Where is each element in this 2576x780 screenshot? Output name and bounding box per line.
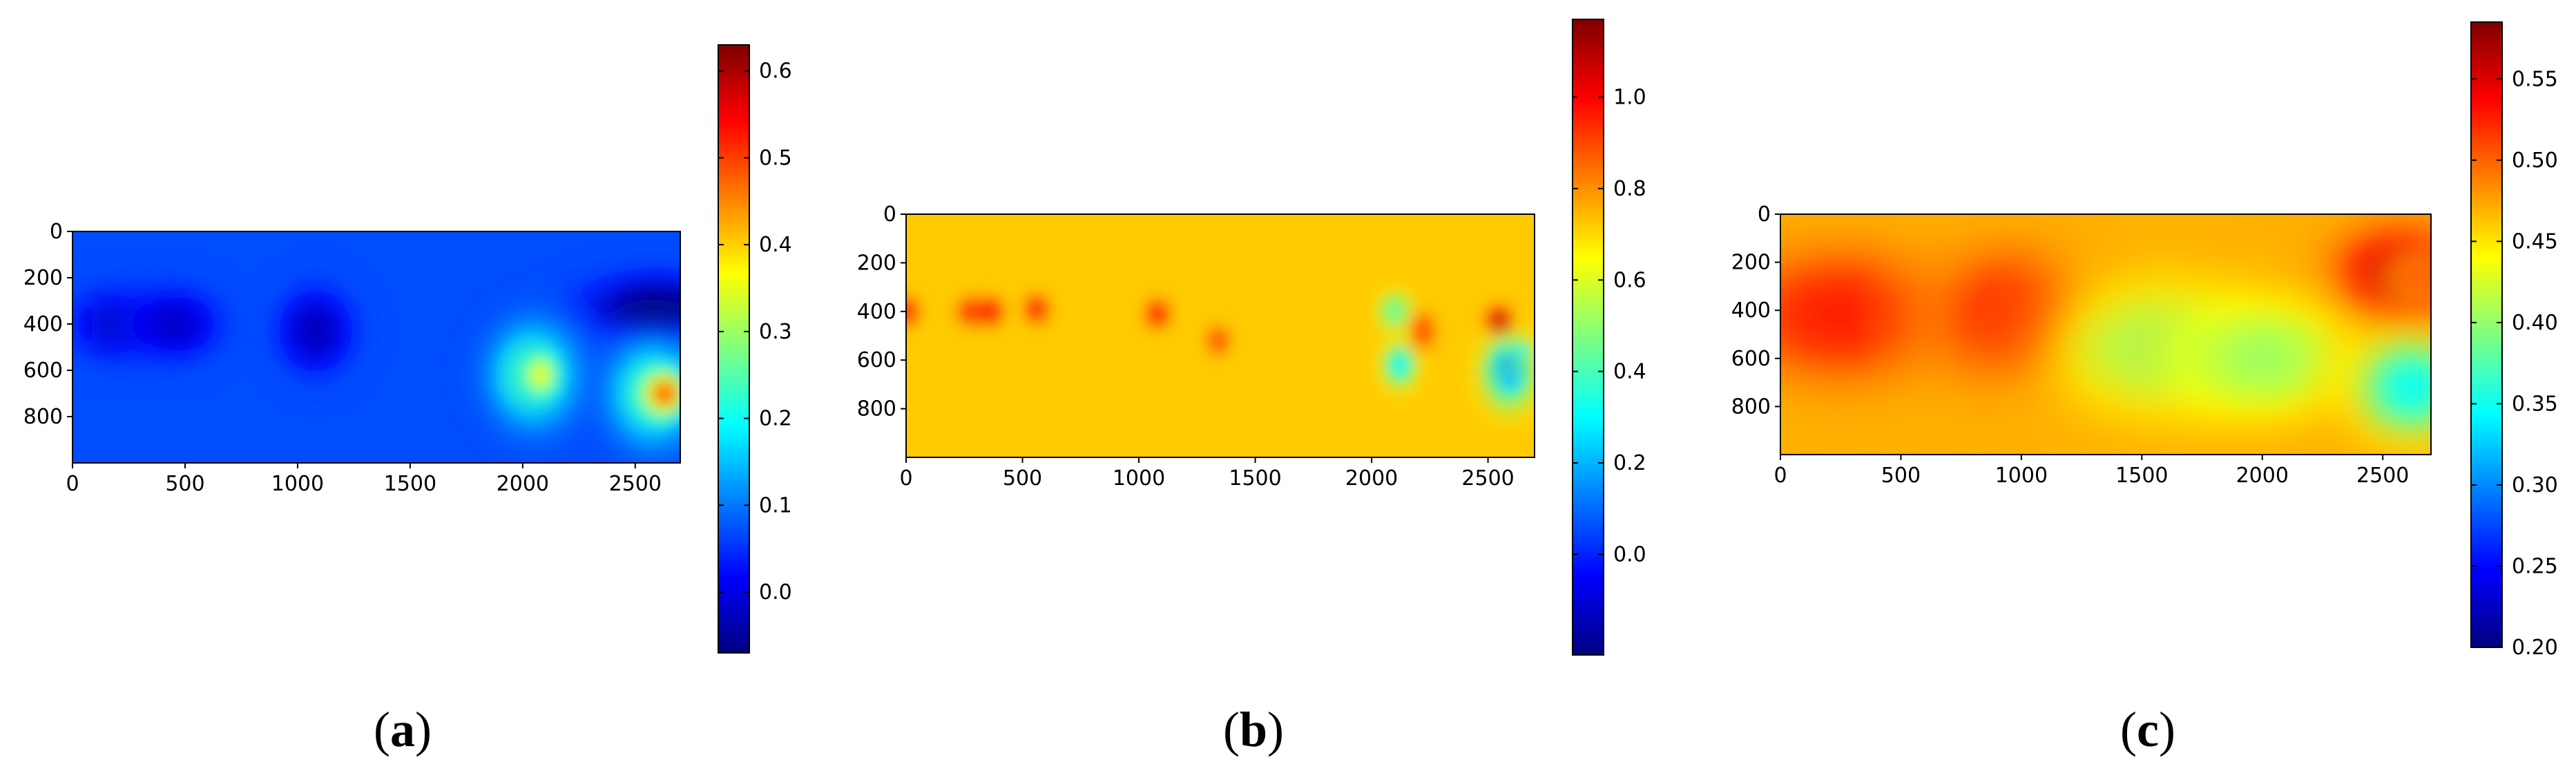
y-tick-label: 600 bbox=[1731, 347, 1771, 371]
colorbar-tick-label: 0.8 bbox=[1613, 177, 1646, 201]
x-tick-label: 1500 bbox=[384, 472, 436, 496]
colorbar-c bbox=[2470, 21, 2503, 648]
x-tick-label: 2000 bbox=[2236, 464, 2289, 488]
colorbar-ticks-a: 0.0 0.1 0.2 0.3 0.4 0.5 0.6 bbox=[718, 59, 792, 605]
heatmap-feature bbox=[1014, 283, 1059, 336]
colorbar-tick-label: 0.45 bbox=[2512, 229, 2558, 254]
y-tick-label: 600 bbox=[857, 348, 896, 372]
caption-letter: a bbox=[390, 702, 415, 757]
heatmap-feature bbox=[906, 285, 929, 338]
heatmap-feature bbox=[87, 257, 260, 391]
y-tick-label: 200 bbox=[23, 266, 63, 290]
x-tick-label: 2000 bbox=[1345, 466, 1398, 491]
colorbar-tick-label: 0.4 bbox=[1613, 360, 1646, 384]
colorbar-tick-label: 0.40 bbox=[2512, 311, 2558, 335]
colorbar-tick-label: 0.3 bbox=[759, 320, 792, 344]
x-tick-label: 500 bbox=[1881, 464, 1921, 488]
y-tick-label: 400 bbox=[857, 300, 896, 324]
colorbar-tick-label: 0.50 bbox=[2512, 149, 2558, 173]
x-tick-label: 1000 bbox=[1113, 466, 1165, 491]
colorbar-tick-label: 0.25 bbox=[2512, 554, 2558, 578]
panel-b: 0 500 1000 1500 2000 2500 0 200 400 600 800 0.0 0.2… bbox=[857, 19, 1646, 757]
axis-ticks-b: 0 500 1000 1500 2000 2500 0 200 400 600 800 bbox=[857, 202, 1515, 491]
caption-open-paren: ( bbox=[374, 702, 390, 757]
y-tick-label: 600 bbox=[23, 359, 63, 383]
y-tick-label: 400 bbox=[23, 312, 63, 336]
panel-a: 0 500 1000 1500 2000 2500 0 200 400 600 800 0.0 0.1… bbox=[23, 44, 792, 757]
y-tick-label: 0 bbox=[1758, 202, 1771, 227]
colorbar-tick-label: 0.4 bbox=[759, 233, 792, 257]
panel-caption-a: (a) bbox=[374, 702, 432, 757]
colorbar-tick-label: 1.0 bbox=[1613, 86, 1646, 110]
y-tick-label: 800 bbox=[23, 405, 63, 429]
heatmap-feature bbox=[245, 253, 386, 409]
colorbar-b bbox=[1572, 19, 1604, 656]
x-tick-label: 500 bbox=[1003, 466, 1042, 491]
heatmap-feature bbox=[1400, 296, 1445, 366]
y-tick-label: 400 bbox=[1731, 298, 1771, 323]
colorbar-ticks-b: 0.0 0.2 0.4 0.6 0.8 1.0 bbox=[1573, 86, 1646, 567]
colorbar-tick-label: 0.6 bbox=[759, 59, 792, 84]
heatmap-a bbox=[73, 231, 680, 463]
y-tick-label: 0 bbox=[50, 220, 63, 244]
x-tick-label: 2500 bbox=[2356, 464, 2409, 488]
caption-close-paren: ) bbox=[415, 702, 432, 757]
colorbar-tick-label: 0.30 bbox=[2512, 473, 2558, 497]
plot-frame-a bbox=[72, 231, 681, 464]
colorbar-a bbox=[718, 44, 750, 654]
caption-close-paren: ) bbox=[1267, 702, 1284, 757]
y-tick-label: 800 bbox=[857, 397, 896, 421]
colorbar-tick-label: 0.2 bbox=[759, 407, 792, 431]
heatmap-feature bbox=[964, 285, 1015, 338]
colorbar-tick-label: 0.5 bbox=[759, 146, 792, 170]
colorbar-tick-label: 0.6 bbox=[1613, 268, 1646, 292]
x-tick-label: 0 bbox=[899, 466, 912, 491]
caption-open-paren: ( bbox=[2120, 702, 2137, 757]
colorbar-ticks-c: 0.20 0.25 0.30 0.35 0.40 0.45 0.50 0.55 bbox=[2471, 67, 2558, 660]
caption-letter: b bbox=[1240, 702, 1267, 757]
y-tick-label: 200 bbox=[1731, 251, 1771, 275]
plot-frame-b bbox=[905, 213, 1535, 458]
heatmap-feature bbox=[1135, 287, 1180, 341]
x-tick-label: 2000 bbox=[497, 472, 549, 496]
heatmap-feature bbox=[618, 346, 680, 441]
heatmap-feature bbox=[1196, 314, 1240, 368]
caption-close-paren: ) bbox=[2159, 702, 2175, 757]
x-tick-label: 1000 bbox=[271, 472, 324, 496]
heatmap-feature bbox=[506, 330, 576, 420]
heatmap-feature bbox=[1385, 299, 1405, 323]
caption-letter: c bbox=[2137, 702, 2159, 757]
x-tick-label: 2500 bbox=[609, 472, 662, 496]
heatmap-feature bbox=[2302, 289, 2431, 455]
axis-ticks-c: 0 500 1000 1500 2000 2500 0 200 400 600 800 bbox=[1731, 202, 2410, 488]
colorbar-tick-label: 0.35 bbox=[2512, 392, 2558, 416]
x-tick-label: 500 bbox=[165, 472, 204, 496]
heatmap-feature bbox=[1488, 359, 1534, 406]
colorbar-tick-label: 0.55 bbox=[2512, 67, 2558, 91]
plot-frame-c bbox=[1780, 213, 2432, 455]
x-tick-label: 0 bbox=[1774, 464, 1787, 488]
x-tick-label: 2500 bbox=[1461, 466, 1514, 491]
axis-ticks-a: 0 500 1000 1500 2000 2500 0 200 400 600 800 bbox=[23, 220, 662, 496]
x-tick-label: 1500 bbox=[2115, 464, 2168, 488]
y-tick-label: 200 bbox=[857, 251, 896, 275]
colorbar-tick-label: 0.1 bbox=[759, 493, 792, 517]
colorbar-tick-label: 0.2 bbox=[1613, 451, 1646, 475]
colorbar-tick-label: 0.0 bbox=[759, 580, 792, 605]
colorbar-tick-label: 0.0 bbox=[1613, 542, 1646, 567]
heatmap-b bbox=[906, 214, 1535, 457]
heatmap-feature bbox=[1506, 332, 1535, 368]
colorbar-tick-label: 0.20 bbox=[2512, 636, 2558, 660]
panel-caption-c: (c) bbox=[2120, 702, 2175, 757]
caption-open-paren: ( bbox=[1223, 702, 1240, 757]
panel-caption-b: (b) bbox=[1223, 702, 1284, 757]
x-tick-label: 0 bbox=[66, 472, 79, 496]
y-tick-label: 800 bbox=[1731, 394, 1771, 419]
x-tick-label: 1500 bbox=[1229, 466, 1281, 491]
y-tick-label: 0 bbox=[883, 202, 896, 227]
x-tick-label: 1000 bbox=[1995, 464, 2048, 488]
heatmap-c bbox=[1780, 214, 2431, 455]
